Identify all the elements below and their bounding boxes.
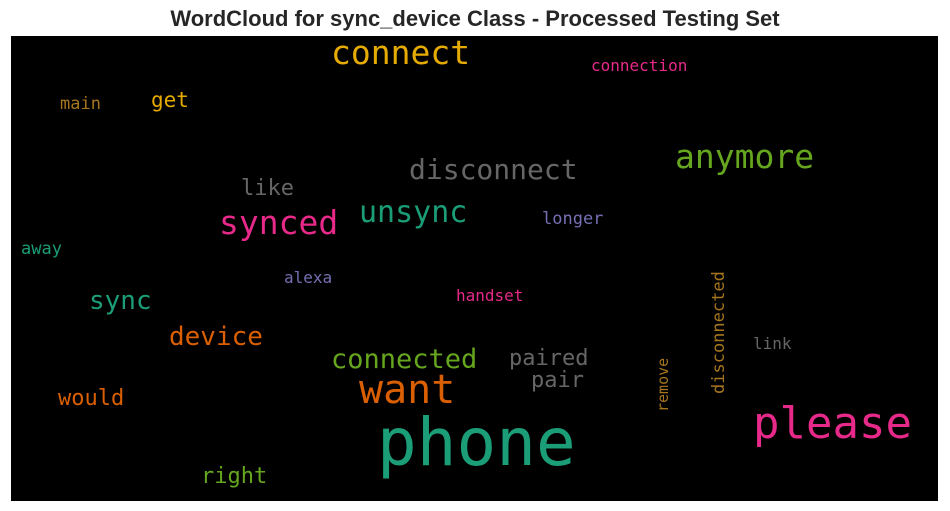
word-connected: connected [331, 344, 478, 375]
word-anymore: anymore [675, 137, 815, 176]
word-synced: synced [219, 203, 339, 242]
word-disconnect: disconnect [409, 153, 578, 186]
word-paired: paired [509, 346, 589, 371]
word-unsync: unsync [359, 195, 468, 230]
word-main: main [60, 94, 101, 114]
word-away: away [21, 239, 62, 259]
word-remove: remove [654, 357, 672, 412]
word-pair: pair [531, 368, 584, 393]
word-device: device [169, 322, 263, 352]
word-connect: connect [331, 36, 471, 72]
word-disconnected: disconnected [709, 271, 729, 395]
word-want: want [359, 367, 456, 413]
word-get: get [151, 88, 189, 112]
word-longer: longer [542, 209, 604, 229]
word-connection: connection [591, 56, 688, 75]
wordcloud-canvas: phone please want connect anymore synced unsyn… [11, 36, 938, 501]
word-handset: handset [456, 286, 524, 305]
word-sync: sync [89, 286, 152, 316]
word-please: please [753, 398, 912, 449]
word-alexa: alexa [284, 268, 333, 287]
chart-title: WordCloud for sync_device Class - Proces… [170, 6, 780, 31]
word-phone: phone [377, 404, 576, 481]
word-would: would [58, 386, 125, 411]
word-link: link [753, 334, 792, 353]
word-like: like [241, 176, 294, 201]
word-right: right [201, 464, 268, 489]
